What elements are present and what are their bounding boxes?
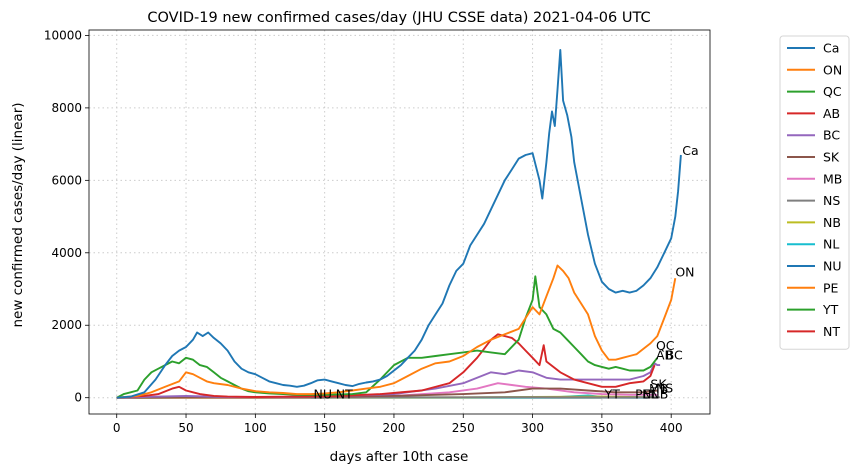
legend-label: PE xyxy=(823,280,839,295)
end-label-on: ON xyxy=(675,264,694,279)
legend-label: NU xyxy=(823,259,842,274)
end-label-qc: QC xyxy=(656,338,675,353)
end-label-bc: BC xyxy=(666,348,683,363)
y-axis-ticks: 0 2000 4000 6000 8000 10000 xyxy=(44,28,89,405)
legend-label: QC xyxy=(823,84,842,99)
series-line-ab xyxy=(116,333,656,399)
series-line-on xyxy=(116,264,677,399)
legend-label: NL xyxy=(823,237,839,252)
y-tick-label: 4000 xyxy=(51,246,82,260)
x-tick-label: 350 xyxy=(590,421,613,435)
x-tick-label: 100 xyxy=(244,421,267,435)
x-tick-label: 300 xyxy=(521,421,544,435)
end-label-ns: NS xyxy=(656,380,673,395)
y-tick-label: 8000 xyxy=(51,101,82,115)
x-axis-ticks: 0 50 100 150 200 250 300 350 400 xyxy=(113,414,683,435)
end-label-nu: NU xyxy=(314,386,333,401)
end-label-pe: PE xyxy=(635,386,651,401)
legend: Ca ON QC AB BC SK MB NS NB NL NU PE YT NT xyxy=(779,35,850,350)
series-line-ca xyxy=(116,48,682,399)
x-tick-label: 150 xyxy=(313,421,336,435)
legend-label: Ca xyxy=(823,41,839,56)
y-tick-label: 2000 xyxy=(51,318,82,332)
legend-label: BC xyxy=(823,128,840,143)
legend-label: MB xyxy=(823,171,842,186)
legend-label: YT xyxy=(822,302,839,317)
y-tick-label: 0 xyxy=(74,391,82,405)
series-lines xyxy=(116,48,682,399)
y-tick-label: 10000 xyxy=(44,28,82,42)
end-label-nb: NB xyxy=(650,386,668,401)
legend-label: NT xyxy=(823,324,840,339)
legend-label: AB xyxy=(823,106,840,121)
x-tick-label: 200 xyxy=(383,421,406,435)
y-axis-label: new confirmed cases/day (linear) xyxy=(10,102,26,327)
end-label-ca: Ca xyxy=(682,143,698,158)
end-label-sk: SK xyxy=(650,377,667,392)
x-tick-label: 50 xyxy=(178,421,193,435)
x-tick-label: 400 xyxy=(660,421,683,435)
plot-background xyxy=(89,30,710,414)
end-label-yt: YT xyxy=(604,386,621,401)
y-tick-label: 6000 xyxy=(51,173,82,187)
legend-label: NB xyxy=(823,215,841,230)
legend-label: NS xyxy=(823,193,840,208)
x-tick-label: 250 xyxy=(452,421,475,435)
plot-frame xyxy=(88,29,711,415)
series-line-qc xyxy=(116,275,659,399)
end-label-mb: MB xyxy=(649,381,668,396)
end-label-ab: AB xyxy=(656,348,673,363)
legend-label: SK xyxy=(823,150,840,165)
chart-title: COVID-19 new confirmed cases/day (JHU CS… xyxy=(147,10,650,26)
x-axis-label: days after 10th case xyxy=(330,449,469,465)
legend-label: ON xyxy=(823,62,842,77)
end-label-nt: NT xyxy=(336,386,353,401)
x-tick-label: 0 xyxy=(113,421,121,435)
end-label-nl: NL xyxy=(642,386,658,401)
